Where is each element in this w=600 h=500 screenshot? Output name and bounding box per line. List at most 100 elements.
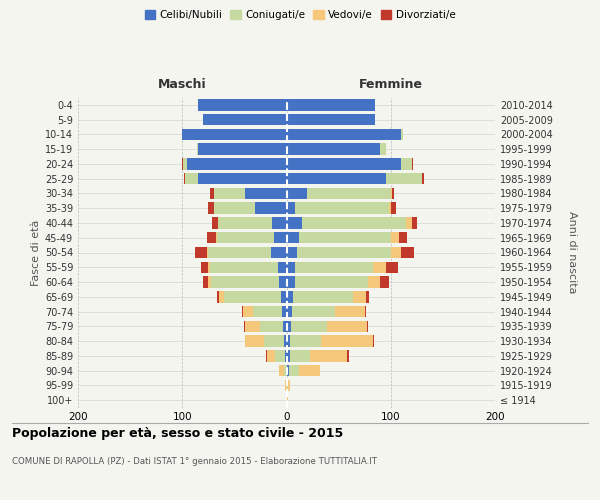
Bar bbox=[207, 232, 215, 243]
Bar bbox=[224, 291, 281, 302]
Bar bbox=[307, 188, 391, 199]
Bar bbox=[183, 158, 187, 170]
Bar bbox=[212, 217, 218, 228]
Bar bbox=[207, 246, 208, 258]
Bar bbox=[184, 173, 185, 184]
Bar bbox=[283, 306, 287, 318]
Bar bbox=[182, 128, 287, 140]
Bar bbox=[245, 320, 260, 332]
Bar bbox=[284, 336, 287, 347]
Bar bbox=[353, 291, 366, 302]
Bar bbox=[287, 188, 307, 199]
Bar bbox=[286, 350, 287, 362]
Bar bbox=[380, 144, 386, 155]
Bar bbox=[195, 246, 207, 258]
Bar bbox=[287, 306, 292, 318]
Bar bbox=[263, 336, 284, 347]
Bar bbox=[218, 217, 272, 228]
Bar bbox=[203, 114, 287, 126]
Bar bbox=[287, 276, 295, 288]
Bar bbox=[310, 350, 347, 362]
Bar bbox=[365, 306, 366, 318]
Bar bbox=[391, 202, 396, 214]
Bar bbox=[287, 246, 297, 258]
Bar bbox=[392, 188, 394, 199]
Bar bbox=[287, 202, 295, 214]
Bar bbox=[412, 217, 417, 228]
Bar bbox=[389, 202, 391, 214]
Bar bbox=[182, 158, 183, 170]
Bar bbox=[295, 276, 368, 288]
Bar bbox=[321, 336, 373, 347]
Bar bbox=[290, 350, 310, 362]
Bar bbox=[399, 232, 407, 243]
Bar bbox=[208, 246, 271, 258]
Bar bbox=[391, 246, 401, 258]
Bar bbox=[401, 246, 413, 258]
Bar bbox=[287, 262, 295, 273]
Legend: Celibi/Nubili, Coniugati/e, Vedovi/e, Divorziati/e: Celibi/Nubili, Coniugati/e, Vedovi/e, Di… bbox=[143, 8, 457, 22]
Bar bbox=[287, 128, 401, 140]
Bar bbox=[391, 232, 399, 243]
Bar bbox=[290, 320, 327, 332]
Bar bbox=[275, 350, 286, 362]
Bar bbox=[386, 262, 398, 273]
Bar bbox=[281, 291, 287, 302]
Bar bbox=[201, 262, 208, 273]
Bar bbox=[284, 365, 287, 376]
Bar bbox=[299, 232, 391, 243]
Bar bbox=[208, 262, 211, 273]
Bar bbox=[386, 173, 422, 184]
Y-axis label: Anni di nascita: Anni di nascita bbox=[566, 211, 577, 294]
Y-axis label: Fasce di età: Fasce di età bbox=[31, 220, 41, 286]
Bar bbox=[219, 291, 224, 302]
Bar bbox=[214, 202, 255, 214]
Bar bbox=[295, 262, 373, 273]
Bar bbox=[287, 336, 290, 347]
Bar bbox=[299, 365, 320, 376]
Bar bbox=[266, 350, 275, 362]
Bar bbox=[287, 114, 375, 126]
Bar bbox=[245, 188, 287, 199]
Bar bbox=[380, 276, 389, 288]
Bar bbox=[287, 144, 380, 155]
Bar bbox=[185, 173, 198, 184]
Bar bbox=[401, 158, 412, 170]
Text: COMUNE DI RAPOLLA (PZ) - Dati ISTAT 1° gennaio 2015 - Elaborazione TUTTITALIA.IT: COMUNE DI RAPOLLA (PZ) - Dati ISTAT 1° g… bbox=[12, 458, 377, 466]
Bar bbox=[255, 202, 287, 214]
Text: Femmine: Femmine bbox=[359, 78, 423, 92]
Bar bbox=[198, 173, 287, 184]
Bar bbox=[245, 336, 263, 347]
Bar bbox=[287, 350, 290, 362]
Bar bbox=[253, 306, 283, 318]
Bar bbox=[244, 320, 245, 332]
Text: Maschi: Maschi bbox=[158, 78, 206, 92]
Bar bbox=[286, 380, 287, 391]
Bar bbox=[373, 262, 386, 273]
Bar bbox=[187, 158, 287, 170]
Bar bbox=[295, 202, 389, 214]
Bar bbox=[260, 320, 283, 332]
Bar bbox=[208, 276, 211, 288]
Bar bbox=[287, 320, 290, 332]
Bar bbox=[289, 365, 299, 376]
Bar bbox=[327, 320, 367, 332]
Bar bbox=[274, 232, 287, 243]
Bar bbox=[292, 306, 335, 318]
Bar bbox=[287, 217, 302, 228]
Bar bbox=[287, 380, 290, 391]
Bar bbox=[406, 217, 412, 228]
Bar bbox=[271, 246, 287, 258]
Bar bbox=[211, 276, 279, 288]
Bar bbox=[297, 246, 391, 258]
Bar bbox=[368, 276, 380, 288]
Bar bbox=[287, 173, 386, 184]
Bar bbox=[203, 276, 208, 288]
Bar bbox=[215, 232, 217, 243]
Bar bbox=[335, 306, 365, 318]
Text: Popolazione per età, sesso e stato civile - 2015: Popolazione per età, sesso e stato civil… bbox=[12, 428, 343, 440]
Bar bbox=[287, 99, 375, 110]
Bar bbox=[243, 306, 253, 318]
Bar bbox=[287, 291, 293, 302]
Bar bbox=[412, 158, 413, 170]
